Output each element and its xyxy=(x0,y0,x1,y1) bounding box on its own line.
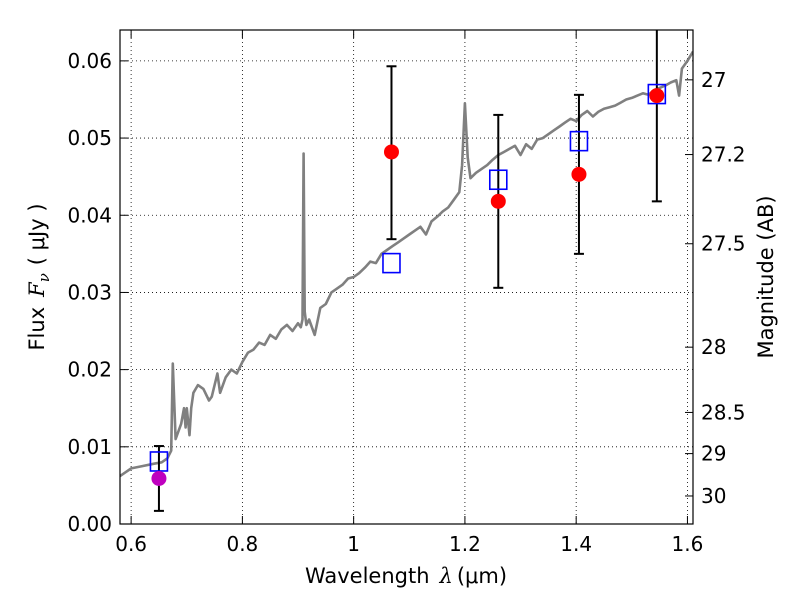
y-tick-labels: 0.00 0.01 0.02 0.03 0.04 0.05 0.06 xyxy=(67,49,112,536)
x-tick-labels: 0.6 0.8 1 1.2 1.4 1.6 xyxy=(115,532,703,556)
y-tick-label: 0.00 xyxy=(67,512,112,536)
y-tick-label: 0.04 xyxy=(67,203,112,227)
y-axis-label: FluxFν( μJy ) xyxy=(25,203,53,350)
magnitude-tick-label: 27 xyxy=(701,68,726,92)
magnitude-tick-labels: 27 27.2 27.5 28 28.5 29 30 xyxy=(701,68,746,508)
magnitude-tick-label: 27.2 xyxy=(701,143,746,167)
measured-flux-point xyxy=(490,193,506,209)
measured-flux-point xyxy=(649,88,665,104)
error-bars xyxy=(153,30,662,512)
measured-flux-point xyxy=(571,166,587,182)
tick-marks xyxy=(120,30,693,525)
x-tick-label: 1.4 xyxy=(560,532,592,556)
synthetic-photometry-markers xyxy=(149,83,667,472)
x-axis-label: Wavelength λ (μm) xyxy=(305,564,507,588)
magnitude-tick-label: 29 xyxy=(701,442,726,466)
synthetic-photometry-square xyxy=(488,169,508,191)
measured-flux-point xyxy=(383,144,399,160)
x-tick-label: 0.6 xyxy=(115,532,147,556)
y-tick-label: 0.05 xyxy=(67,126,112,150)
measured-flux-markers xyxy=(151,88,665,486)
plot-frame xyxy=(119,29,694,525)
x-tick-label: 0.8 xyxy=(226,532,258,556)
synthetic-photometry-square xyxy=(569,130,589,152)
y-tick-label: 0.06 xyxy=(67,49,112,73)
measured-flux-point xyxy=(151,470,167,486)
x-tick-label: 1.2 xyxy=(449,532,481,556)
synthetic-photometry-square xyxy=(647,83,667,105)
model-spectrum xyxy=(120,50,693,478)
x-tick-label: 1 xyxy=(347,532,360,556)
magnitude-tick-label: 28.5 xyxy=(701,400,746,424)
spectrum-line xyxy=(120,50,693,478)
magnitude-tick-label: 27.5 xyxy=(701,232,746,256)
y-tick-label: 0.02 xyxy=(67,358,112,382)
axes-box xyxy=(119,29,694,525)
y-tick-label: 0.03 xyxy=(67,280,112,304)
synthetic-photometry-square xyxy=(382,252,401,274)
magnitude-axis-label: Magnitude (AB) xyxy=(754,195,778,358)
x-tick-label: 1.6 xyxy=(672,532,704,556)
y-tick-label: 0.01 xyxy=(67,435,112,459)
magnitude-tick-label: 28 xyxy=(701,335,726,359)
magnitude-tick-label: 30 xyxy=(701,484,726,508)
grid xyxy=(120,30,693,525)
